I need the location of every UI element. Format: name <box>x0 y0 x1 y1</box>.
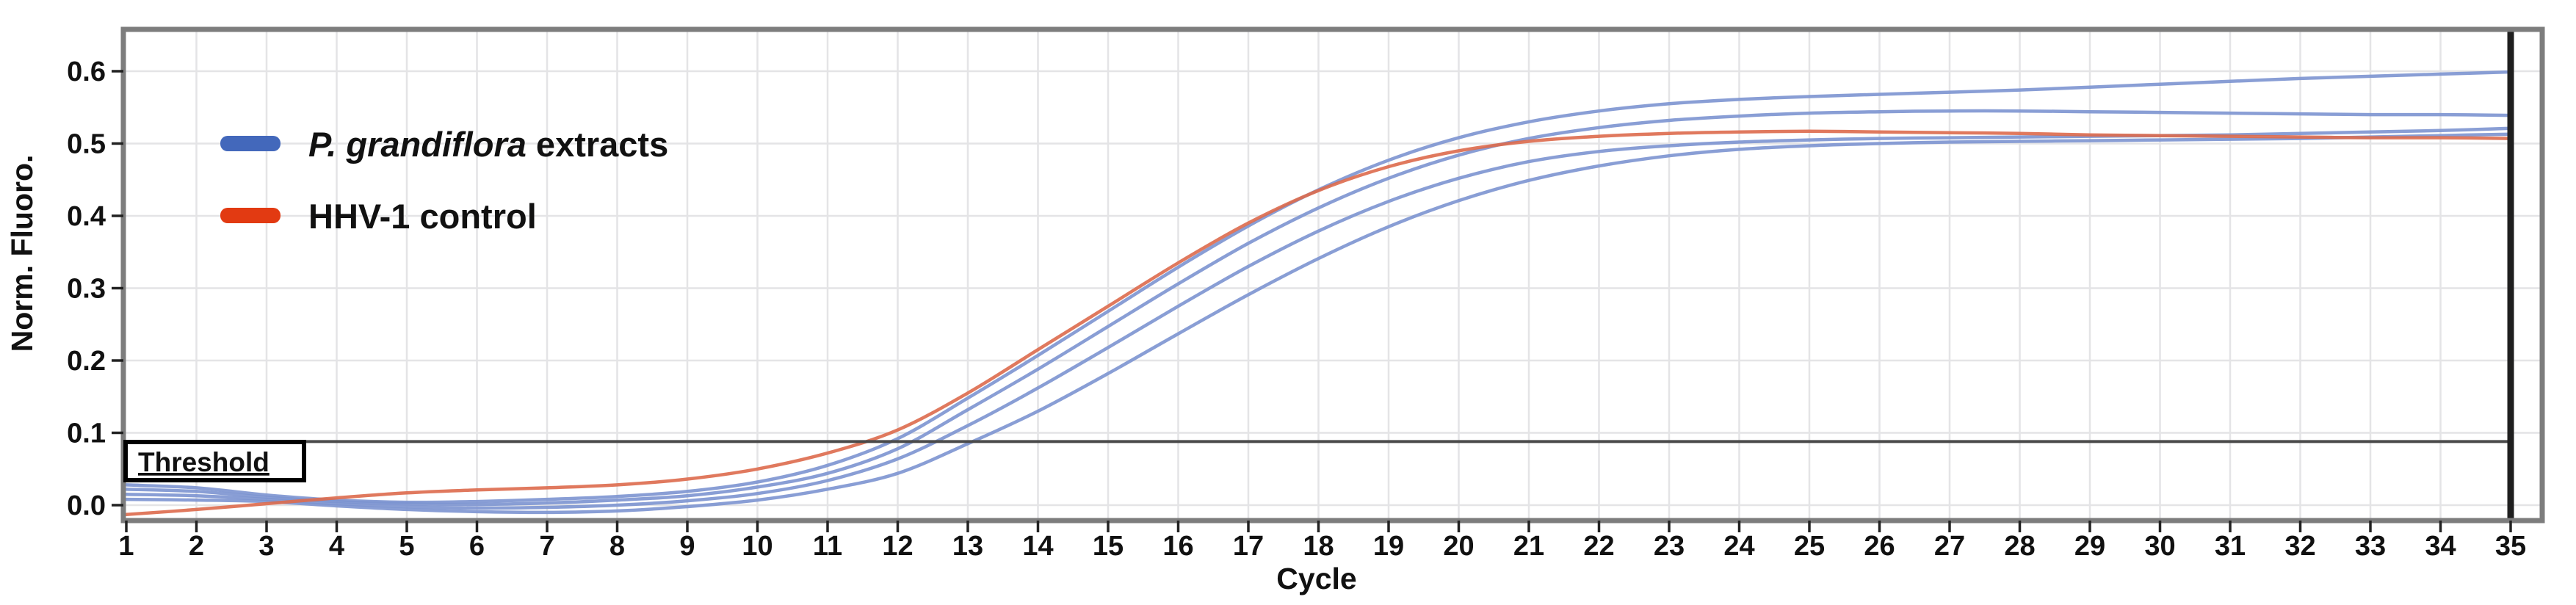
threshold-label: Threshold <box>138 447 269 477</box>
y-axis-title: Norm. Fluoro. <box>5 155 39 352</box>
threshold-label-group[interactable]: Threshold <box>123 440 306 482</box>
x-tick-label: 1 <box>118 531 134 562</box>
y-tick-label: 0.2 <box>67 346 106 377</box>
x-tick-label: 8 <box>609 531 625 562</box>
x-tick-label: 14 <box>1022 531 1053 562</box>
x-tick-label: 23 <box>1654 531 1685 562</box>
x-tick-label: 17 <box>1233 531 1264 562</box>
x-tick-label: 3 <box>258 531 274 562</box>
x-tick-label: 4 <box>329 531 344 562</box>
y-tick-label: 0.0 <box>67 490 106 521</box>
legend-item-control[interactable]: HHV-1 control <box>220 197 537 236</box>
x-tick-label: 11 <box>813 531 842 562</box>
x-tick-label: 26 <box>1864 531 1895 562</box>
y-tick-label: 0.5 <box>67 129 106 160</box>
x-tick-label: 2 <box>189 531 204 562</box>
legend-label-species: P. grandiflora <box>308 125 527 164</box>
y-tick-label: 0.6 <box>67 57 106 87</box>
x-tick-label: 27 <box>1934 531 1965 562</box>
x-tick-label: 35 <box>2495 531 2526 562</box>
legend-label-extracts-rest: extracts <box>527 125 668 164</box>
x-tick-label: 7 <box>539 531 554 562</box>
legend-item-extracts[interactable]: P. grandiflora extracts <box>220 125 668 164</box>
x-tick-label: 15 <box>1093 531 1124 562</box>
x-tick-label: 21 <box>1513 531 1544 562</box>
x-tick-label: 28 <box>2004 531 2035 562</box>
x-tick-label: 16 <box>1162 531 1193 562</box>
x-tick-label: 31 <box>2215 531 2246 562</box>
amplification-curve <box>124 109 2513 507</box>
x-tick-label: 34 <box>2425 531 2456 562</box>
x-tick-label: 12 <box>882 531 913 562</box>
x-tick-label: 18 <box>1303 531 1334 562</box>
x-tick-label: 29 <box>2074 531 2105 562</box>
x-axis-title: Cycle <box>1276 562 1356 595</box>
threshold-label-box[interactable] <box>123 440 306 482</box>
legend-label-control: HHV-1 control <box>308 197 537 236</box>
x-tick-label: 9 <box>679 531 695 562</box>
x-tick-label: 10 <box>742 531 773 562</box>
x-tick-label: 19 <box>1373 531 1404 562</box>
legend-swatch-blue <box>220 136 281 151</box>
amplification-curve <box>124 129 2513 517</box>
y-tick-label: 0.3 <box>67 274 106 305</box>
x-axis-ticks: 1 2 3 4 5 6 7 8 9 10 11 12 13 14 15 16 17 18 19 20 21 22 23 24 2… <box>118 521 2526 562</box>
x-tick-label: 33 <box>2355 531 2386 562</box>
legend: P. grandiflora extracts HHV-1 control <box>220 125 668 236</box>
plot-border <box>120 26 2545 524</box>
x-tick-label: 13 <box>952 531 983 562</box>
x-tick-label: 24 <box>1723 531 1754 562</box>
amplification-curve <box>124 132 2513 515</box>
x-tick-label: 25 <box>1794 531 1825 562</box>
legend-swatch-red <box>220 208 281 223</box>
x-tick-label: 22 <box>1583 531 1614 562</box>
gridlines <box>123 29 2542 521</box>
x-tick-label: 5 <box>399 531 414 562</box>
amplification-curves <box>124 70 2513 517</box>
x-tick-label: 32 <box>2284 531 2315 562</box>
x-tick-label: 20 <box>1443 531 1474 562</box>
legend-label-extracts: P. grandiflora extracts <box>308 125 668 164</box>
x-tick-label: 30 <box>2144 531 2175 562</box>
y-axis-ticks: 0.0 0.1 0.2 0.3 0.4 0.5 0.6 <box>67 57 123 521</box>
y-tick-label: 0.4 <box>67 201 106 232</box>
y-tick-label: 0.1 <box>67 419 106 449</box>
x-tick-label: 6 <box>469 531 485 562</box>
